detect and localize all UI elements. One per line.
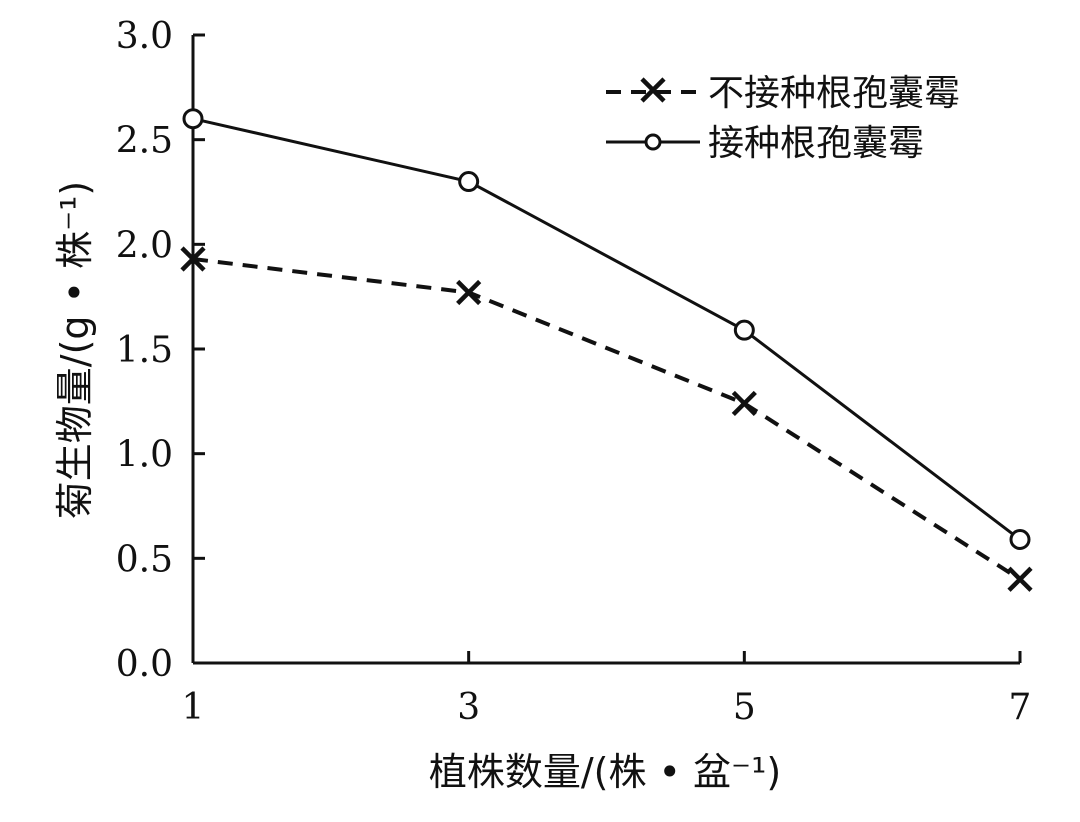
series-line	[192, 257, 1022, 581]
data-point	[733, 319, 755, 341]
data-point	[1009, 528, 1031, 550]
data-point	[731, 390, 757, 417]
legend-label-inoculated: 接种根孢囊霉	[708, 123, 924, 164]
y-tick-label: 0.0	[116, 644, 173, 685]
y-tick-label: 1.0	[116, 435, 173, 476]
y-tick-label: 2.0	[116, 225, 173, 266]
legend-marker-inoculated-icon	[644, 133, 662, 151]
y-axis-title: 菊生物量/(g • 株⁻¹)	[53, 181, 97, 519]
x-axis-title: 植株数量/(株 • 盆⁻¹)	[429, 750, 781, 794]
y-ticks: 0.0 0.5 1.0 1.5 2.0 2.5 3.0	[116, 16, 205, 685]
x-tick-label: 5	[733, 687, 756, 728]
data-point	[1007, 566, 1033, 592]
y-tick-label: 3.0	[116, 16, 173, 57]
x-tick-label: 7	[1009, 687, 1032, 728]
legend-item-inoculated: 接种根孢囊霉	[606, 123, 924, 164]
series-layer	[180, 108, 1033, 592]
x-tick-label: 3	[457, 687, 480, 728]
data-point	[456, 279, 482, 306]
legend-item-not-inoculated: 不接种根孢囊霉	[606, 73, 960, 114]
legend: 不接种根孢囊霉 接种根孢囊霉	[606, 73, 960, 164]
y-tick-label: 2.5	[116, 121, 173, 162]
legend-marker-not-inoculated-icon	[640, 77, 666, 103]
data-point	[458, 171, 480, 193]
data-point	[182, 108, 204, 130]
y-tick-label: 0.5	[116, 539, 173, 580]
series-line	[192, 117, 1021, 541]
data-point	[180, 246, 206, 272]
x-ticks: 1 3 5 7	[182, 651, 1032, 728]
y-tick-label: 1.5	[116, 330, 173, 371]
x-tick-label: 1	[182, 687, 205, 728]
legend-label-not-inoculated: 不接种根孢囊霉	[708, 73, 960, 114]
